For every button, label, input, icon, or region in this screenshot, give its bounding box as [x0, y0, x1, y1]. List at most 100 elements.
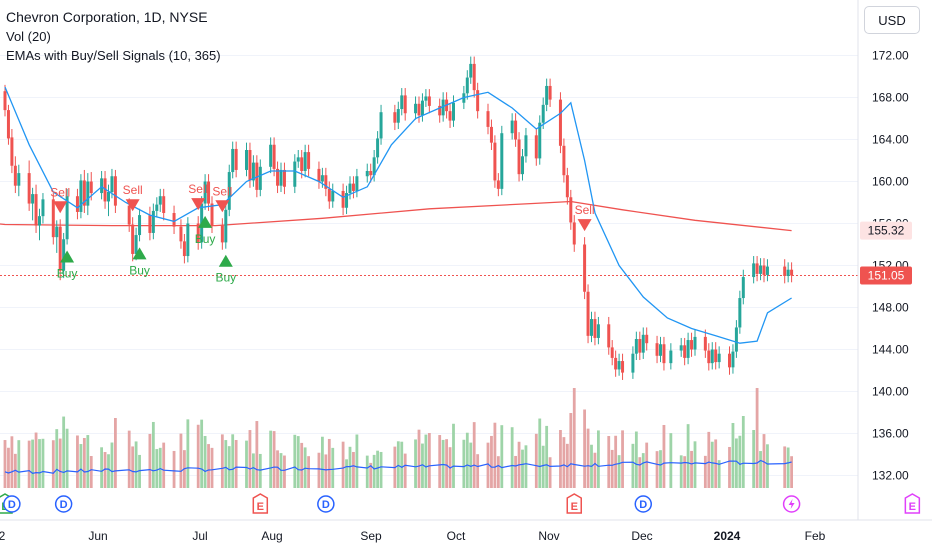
price-tick-label: 136.00 — [872, 427, 909, 441]
candle-body — [621, 361, 625, 373]
volume-bar — [631, 443, 635, 488]
candle-body — [320, 175, 324, 182]
candle-body — [307, 152, 311, 169]
volume-bar — [790, 456, 793, 488]
candle-body — [227, 172, 231, 210]
chart-grid — [0, 55, 858, 476]
price-tick-label: 172.00 — [872, 49, 909, 63]
volume-bar — [245, 440, 248, 488]
candle-body — [565, 175, 569, 198]
volume-bar — [538, 418, 542, 488]
sell-signal-label: Sell — [575, 203, 595, 217]
price-axis: 172.00168.00164.00160.00156.00152.00148.… — [857, 0, 909, 520]
candle-body — [486, 111, 490, 127]
volume-indicator-label[interactable]: Vol (20) — [6, 29, 51, 44]
buy-signal-label: Buy — [57, 267, 78, 281]
candle-body — [131, 224, 135, 254]
candle-body — [17, 173, 21, 186]
dividend-event-icon — [54, 495, 73, 513]
candle-body — [489, 126, 493, 143]
candle-body — [655, 343, 659, 356]
candle-body — [396, 109, 400, 123]
volume-bar — [134, 441, 138, 488]
volume-bar — [500, 425, 504, 488]
volume-bar — [662, 424, 666, 488]
volume-bar — [731, 423, 735, 488]
volume-bar — [255, 421, 259, 488]
volume-bar — [514, 455, 517, 488]
volume-bar — [100, 447, 103, 488]
candle-body — [127, 205, 131, 225]
volume-ma-line — [4, 459, 792, 474]
volume-bar — [766, 444, 769, 488]
volume-bar — [82, 438, 86, 488]
volume-bar — [686, 424, 690, 488]
volume-bar — [138, 454, 141, 488]
volume-bar — [131, 446, 135, 488]
ema-indicator-label[interactable]: EMAs with Buy/Sell Signals (10, 365) — [6, 48, 221, 63]
volume-bar — [341, 441, 345, 488]
candles — [3, 56, 794, 380]
currency-button[interactable]: USD — [864, 6, 920, 34]
volume-bar — [541, 445, 545, 488]
volume-bar — [728, 446, 731, 488]
candle-body — [234, 148, 238, 170]
time-tick-label: Oct — [447, 529, 466, 543]
volume-bar — [707, 431, 711, 488]
volume-bar — [565, 443, 569, 488]
volume-bar — [645, 442, 649, 488]
candle-body — [545, 85, 549, 105]
candle-body — [186, 223, 190, 257]
volume-bar — [569, 413, 573, 488]
candle-body — [34, 194, 38, 226]
dividend-event-icon — [634, 495, 652, 513]
volume-bar — [641, 453, 645, 488]
volume-bar — [365, 455, 369, 488]
dividend-event-icon — [317, 495, 335, 513]
candle-body — [55, 226, 59, 238]
lightning-glyph — [788, 499, 795, 509]
candle-body — [376, 138, 380, 158]
candle-body — [58, 226, 62, 271]
volume-bar — [476, 454, 480, 488]
dividend-event-symbol: D — [8, 499, 16, 511]
candle-body — [279, 169, 283, 186]
volume-bar — [752, 430, 756, 488]
candle-body — [303, 152, 307, 171]
volume-bar — [327, 438, 331, 488]
time-tick-label: Sep — [360, 529, 382, 543]
candle-body — [31, 194, 35, 204]
candle-body — [110, 176, 114, 192]
candle-body — [548, 85, 552, 100]
candle-body — [596, 324, 600, 338]
dividend-event-symbol: D — [322, 499, 330, 511]
volume-bar — [621, 430, 624, 488]
buy-signal-marker — [60, 250, 75, 263]
volume-bar — [572, 388, 576, 488]
volume-bar — [452, 423, 455, 488]
candle-body — [269, 144, 273, 167]
candle-body — [282, 169, 286, 187]
volume-bar — [396, 441, 400, 488]
volume-bar — [372, 454, 376, 488]
volume-bar — [10, 436, 14, 488]
time-tick-label: Dec — [631, 529, 652, 543]
candle-body — [27, 173, 31, 204]
volume-bar — [634, 431, 638, 488]
last-price-tag: 151.05 — [868, 268, 905, 282]
volume-bar — [155, 449, 159, 488]
candle-body — [510, 120, 514, 134]
candle-body — [562, 145, 566, 176]
symbol-title[interactable]: Chevron Corporation, 1D, NYSE — [6, 9, 208, 25]
volume-bar — [148, 433, 152, 488]
volume-bar — [403, 453, 407, 488]
candle-body — [790, 269, 794, 276]
time-tick-label: Nov — [538, 529, 559, 543]
ema-fast-line — [4, 86, 792, 344]
volume-bar — [683, 456, 687, 488]
candle-body — [741, 277, 745, 299]
volume-bar — [293, 434, 297, 488]
candle-body — [538, 122, 542, 159]
volume-bar — [107, 454, 110, 488]
